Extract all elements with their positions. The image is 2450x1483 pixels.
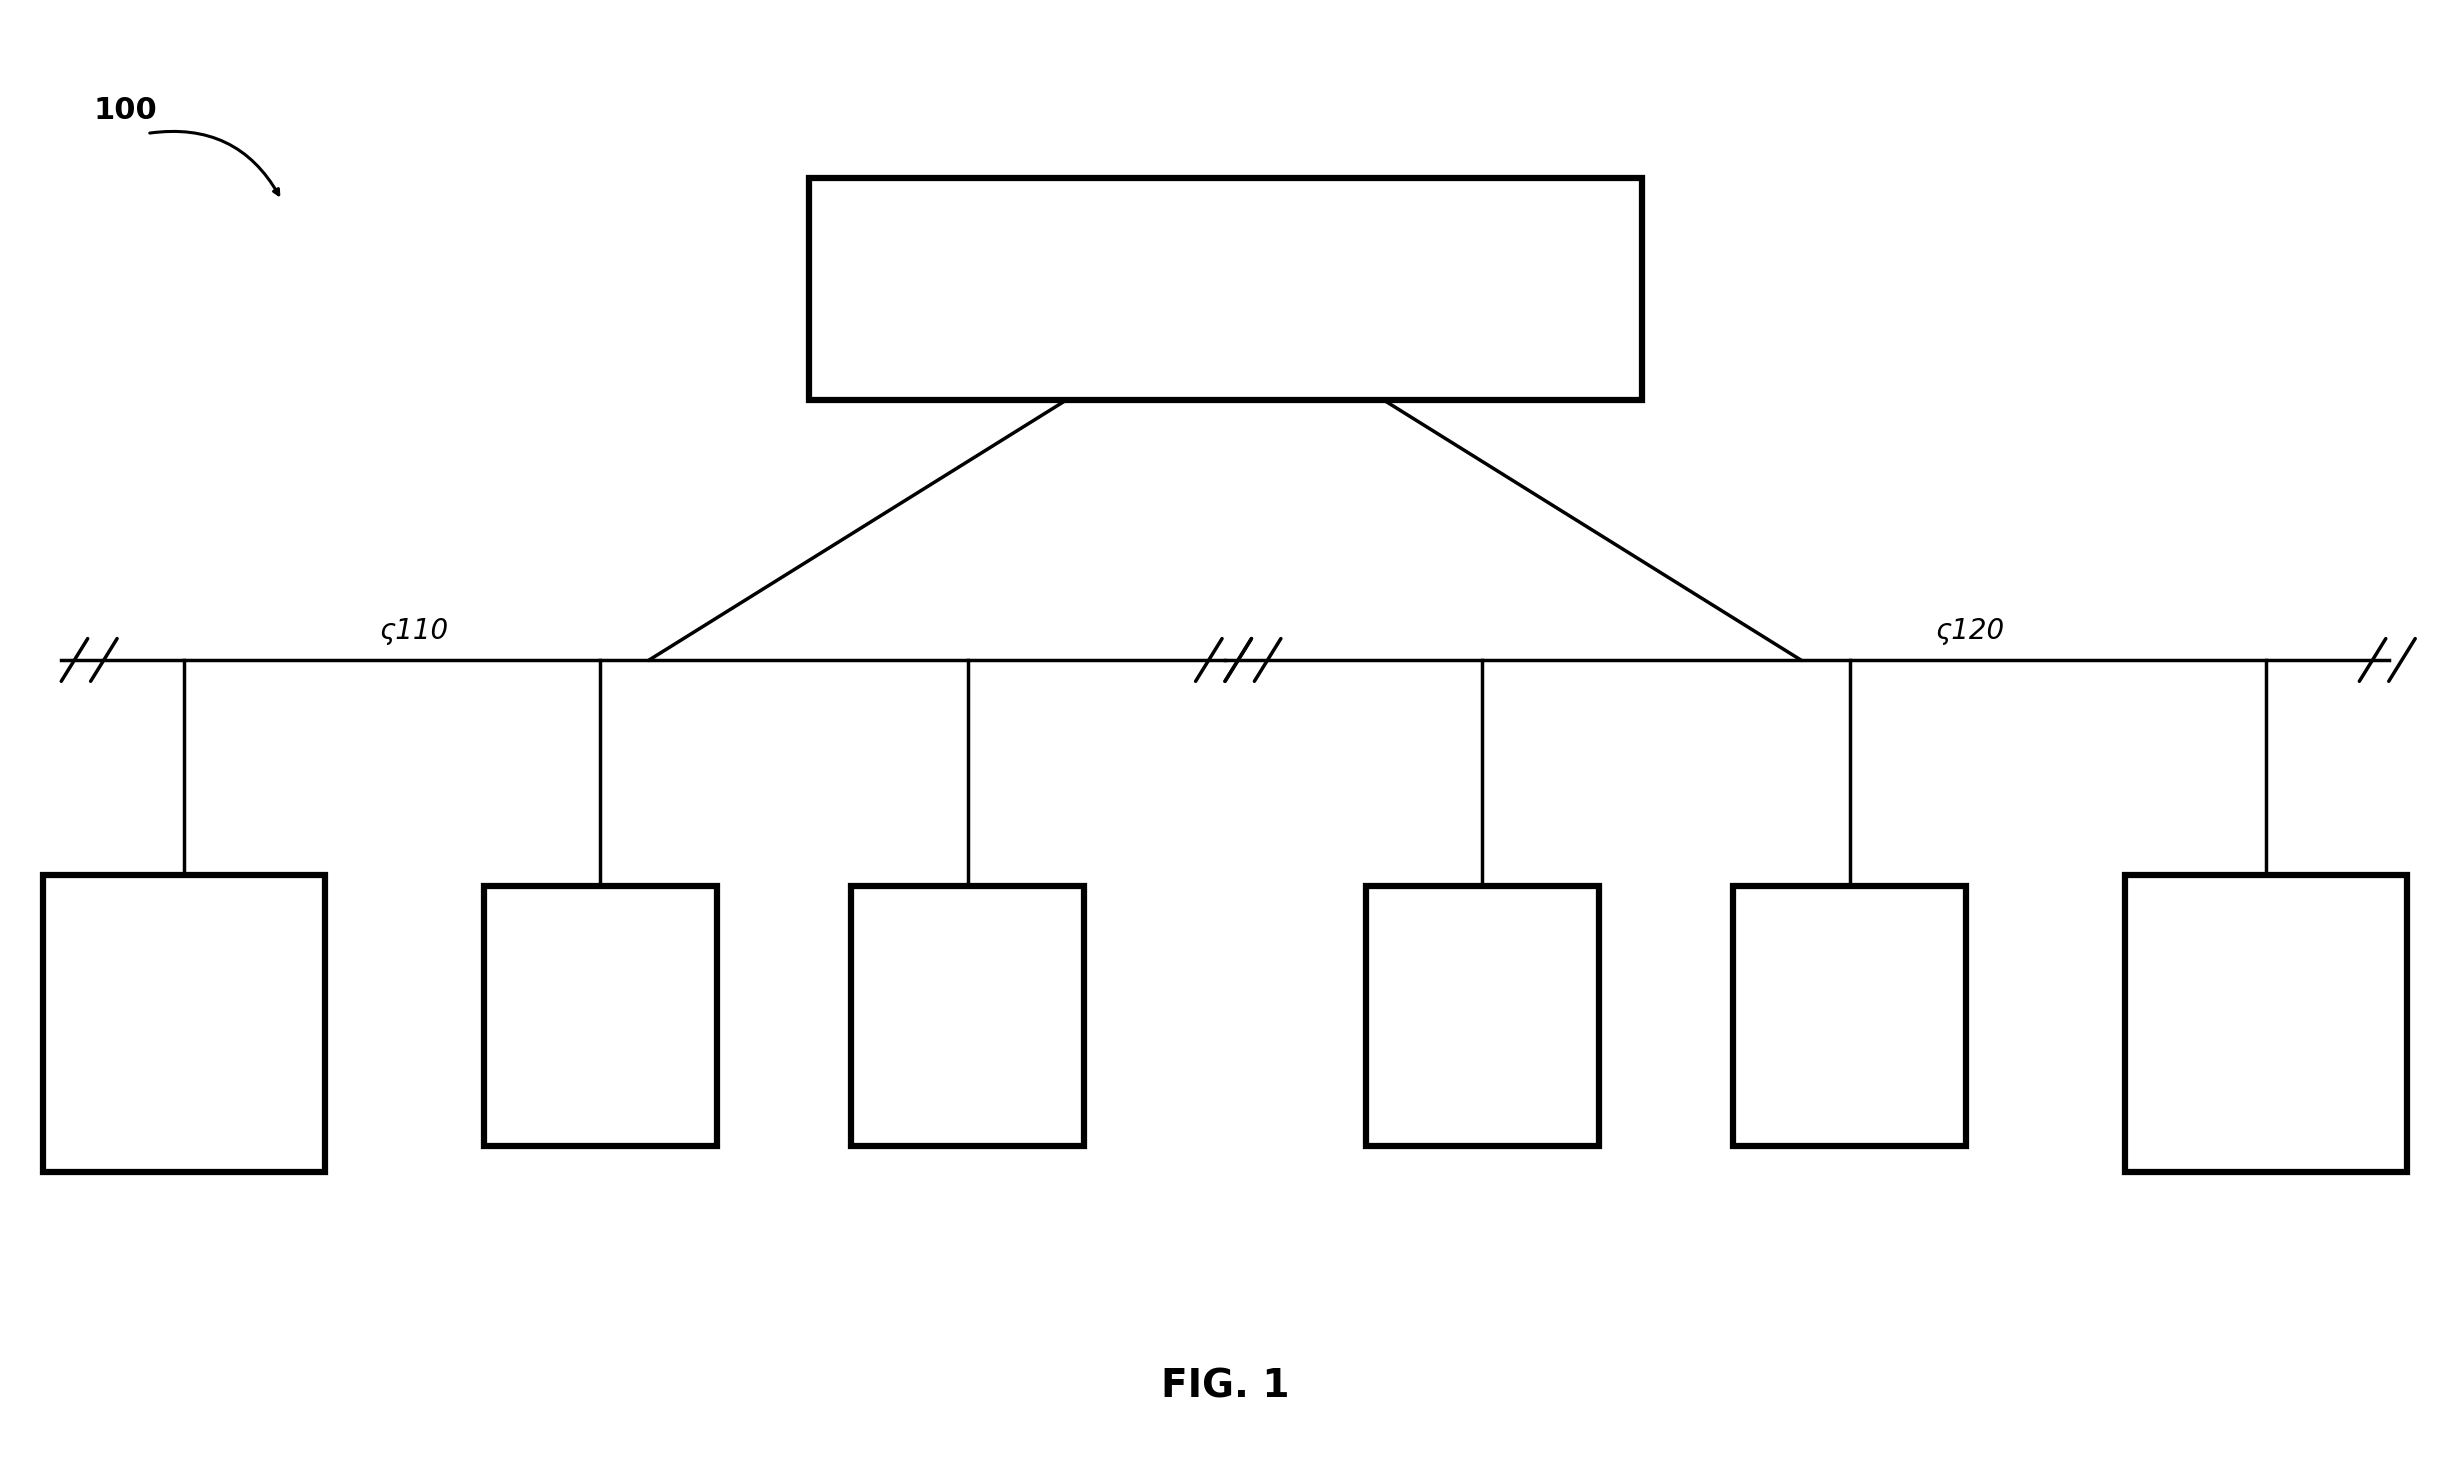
Text: ς120: ς120 [1936, 617, 2004, 645]
Text: END
STATION
102: END STATION 102 [118, 955, 250, 1062]
Bar [42, 875, 326, 1172]
Bar [853, 887, 1083, 1145]
Text: 200: 200 [1188, 317, 1262, 350]
Text: FIG. 1: FIG. 1 [1161, 1367, 1289, 1406]
Text: ROUTER / SWITCH: ROUTER / SWITCH [1044, 236, 1406, 268]
Bar [1367, 887, 1597, 1145]
Bar [485, 887, 718, 1145]
Text: ς110: ς110 [380, 617, 448, 645]
Bar [808, 178, 1642, 400]
Text: 100: 100 [93, 96, 157, 126]
Text: END
STATION
112: END STATION 112 [2200, 955, 2332, 1062]
Bar [1735, 887, 1965, 1145]
Bar [2127, 875, 2406, 1172]
